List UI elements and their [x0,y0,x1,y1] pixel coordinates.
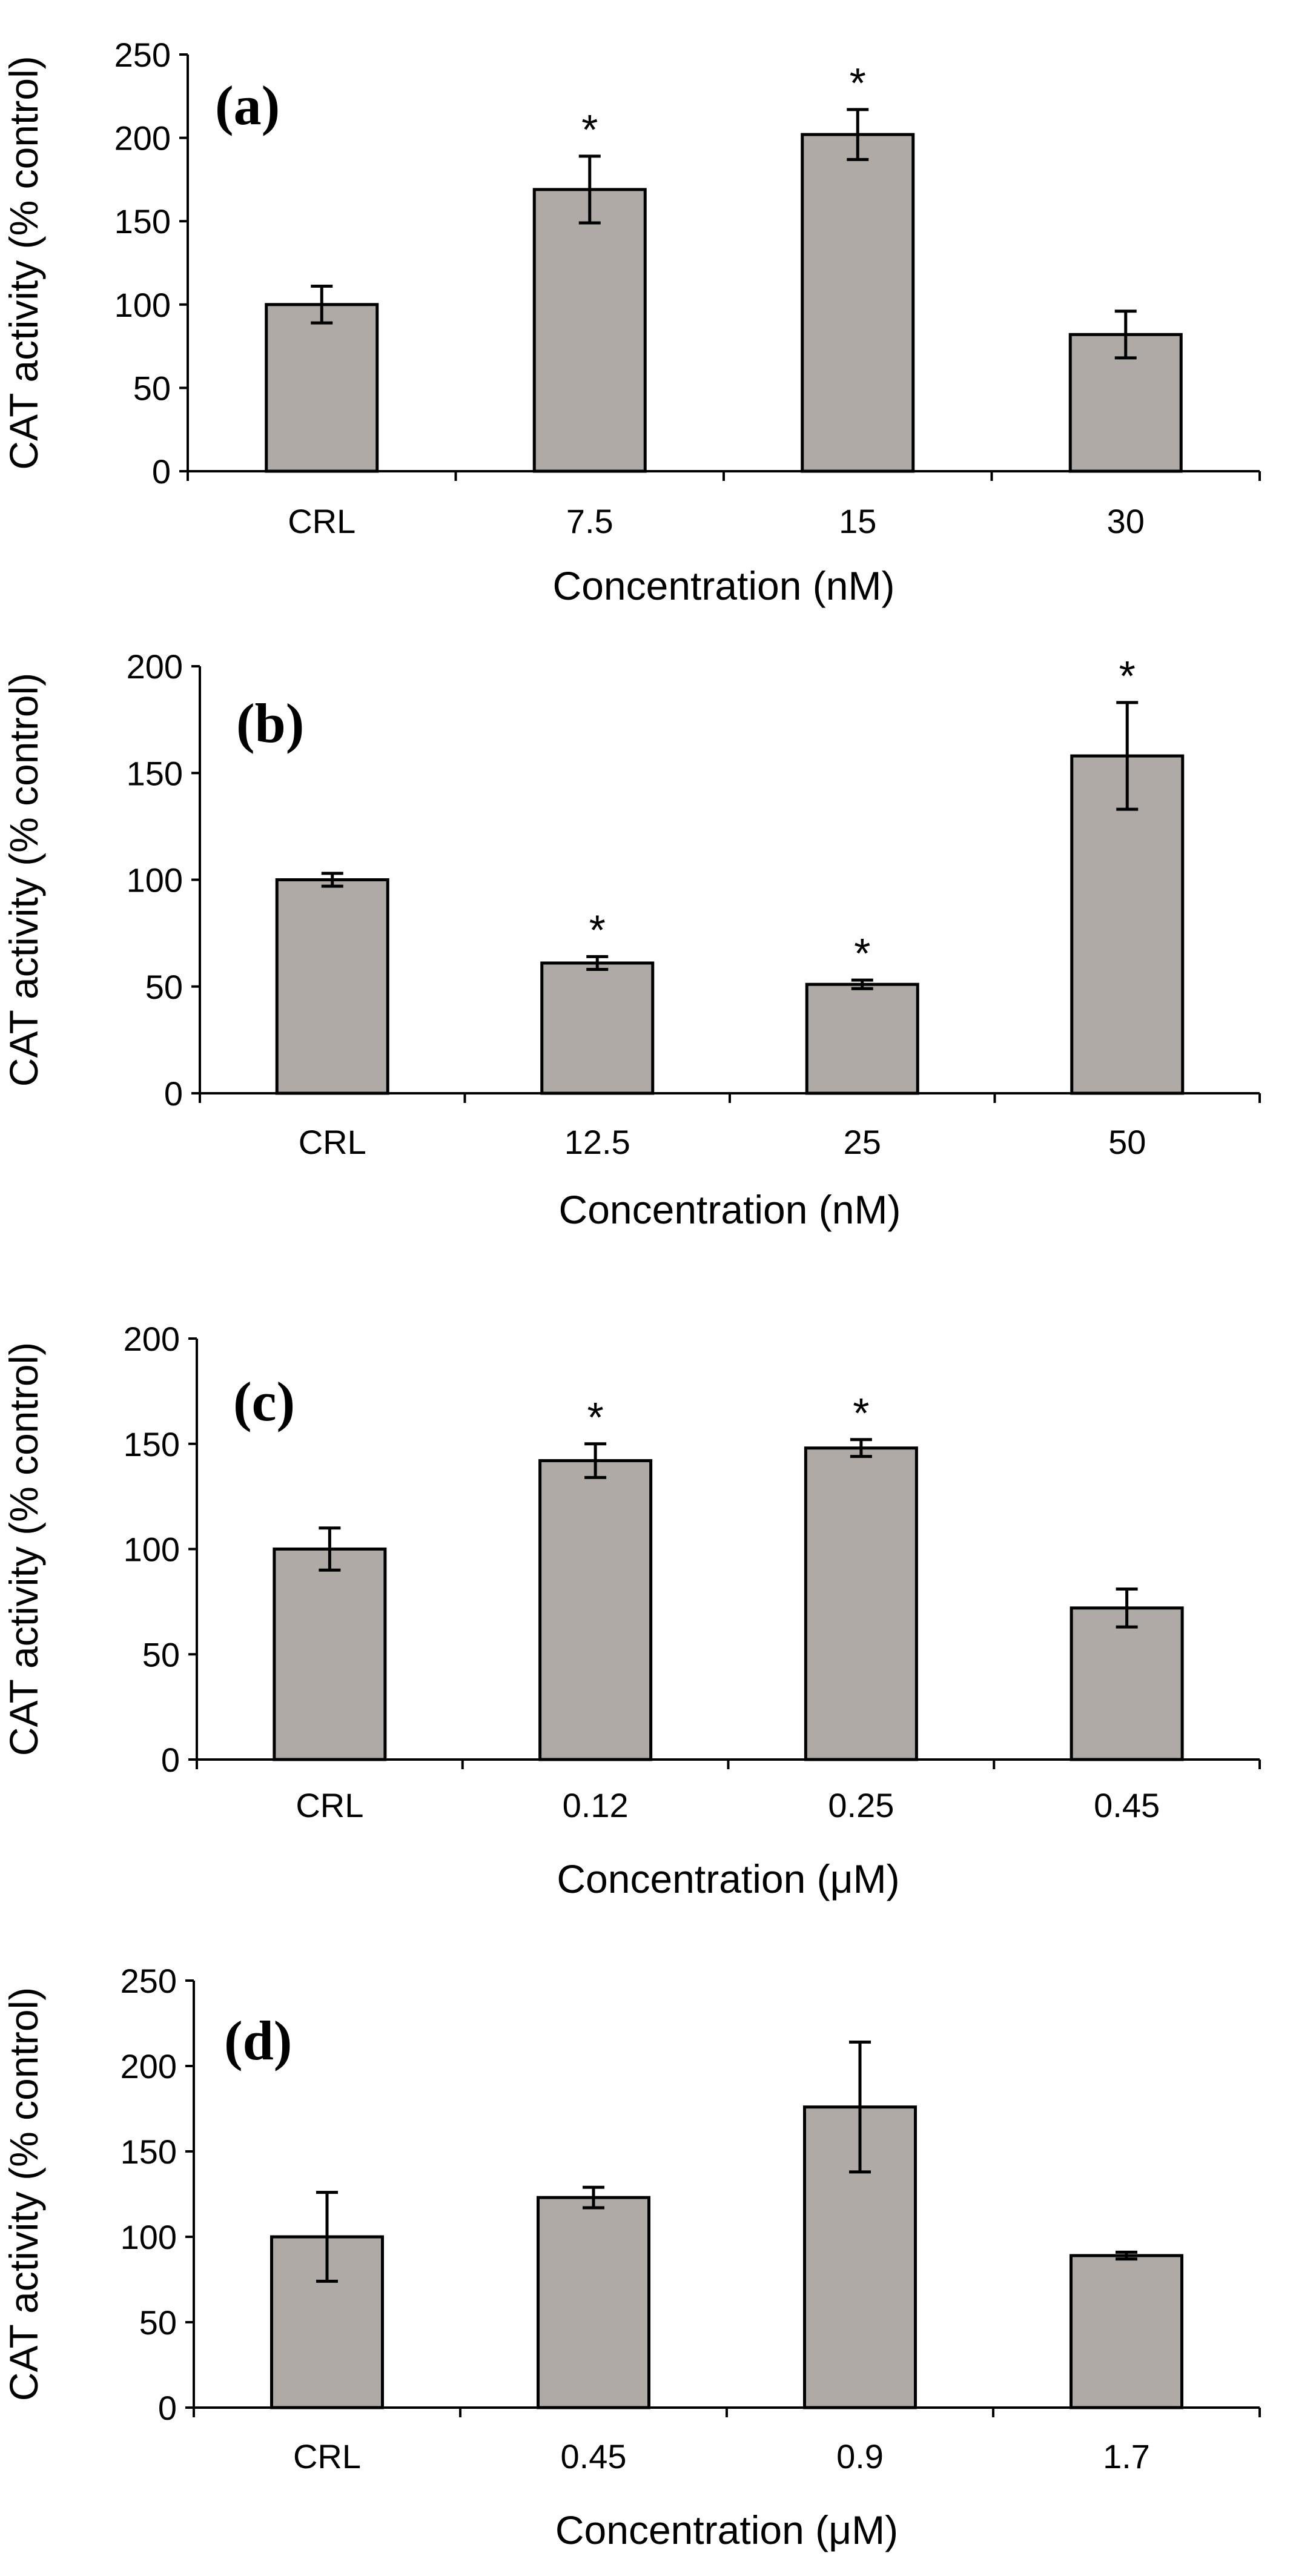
significance-marker: * [854,930,870,977]
y-tick-label: 150 [124,1425,180,1463]
bar-1.7 [1070,2254,1183,2409]
x-axis-title: Concentration (μM) [555,2508,898,2552]
x-tick-label: CRL [296,1786,363,1824]
error-bar [851,978,873,990]
error-bar [586,955,609,972]
y-tick-label: 50 [145,968,183,1006]
bar-CRL [273,1548,387,1761]
y-axis-title: CAT activity (% control) [1,1987,46,2401]
x-tick-label: 12.5 [564,1123,630,1161]
error-bar [316,2191,338,2283]
significance-marker: * [850,59,866,107]
x-tick-label: 0.45 [561,2437,627,2475]
panel-label: (b) [236,692,304,754]
x-axis-title: Concentration (nM) [553,563,895,608]
y-axis-title: CAT activity (% control) [1,56,46,469]
x-tick-label: 0.12 [563,1786,629,1824]
panel-label: (d) [224,2010,292,2071]
significance-marker: * [853,1389,869,1437]
x-tick-label: 7.5 [566,502,613,540]
y-axis-title: CAT activity (% control) [1,673,46,1087]
error-bar [311,285,333,325]
error-bar [319,1526,341,1572]
y-tick-label: 50 [139,2303,177,2342]
error-bar [1114,310,1137,360]
x-tick-label: 25 [844,1123,881,1161]
y-tick-label: 200 [121,2047,177,2085]
y-tick-label: 200 [114,119,171,157]
x-tick-label: 1.7 [1103,2437,1150,2475]
bar-0.45 [1070,1606,1184,1761]
chart-panel-a: 0 50 100 150 200 250 CRL * 7.5 * 15 30 Concentration… [1,36,1261,608]
y-tick-label: 150 [121,2133,177,2171]
x-tick-label: 0.45 [1094,1786,1160,1824]
chart-panel-c: 0 50 100 150 200 CRL * 0.12 * 0.25 0.45 Concentrati… [1,1320,1261,1901]
y-tick-label: 0 [158,2389,177,2427]
y-axis-title: CAT activity (% control) [1,1342,46,1756]
bar-CRL [265,303,379,473]
error-bar [850,1438,872,1459]
bar-15 [801,133,915,473]
significance-marker: * [1119,652,1136,700]
x-axis-title: Concentration (μM) [557,1856,899,1901]
x-tick-label: 30 [1107,502,1145,540]
x-tick-label: CRL [288,502,355,540]
bar-CRL [275,878,389,1095]
bar-25 [805,982,919,1095]
error-bar [1116,1588,1138,1629]
error-bar [583,2185,604,2210]
x-tick-label: CRL [299,1123,366,1161]
chart-panel-b: 0 50 100 150 200 CRL * 12.5 * 25 * 50 Concentration … [1,647,1261,1232]
y-tick-label: 0 [152,452,171,491]
panel-label: (c) [233,1371,295,1432]
bar-0.25 [804,1446,918,1761]
error-bar [321,872,343,888]
y-tick-label: 100 [127,861,183,899]
bar-12.5 [540,961,655,1095]
y-tick-label: 150 [127,754,183,792]
x-tick-label: 15 [839,502,876,540]
x-tick-label: 0.9 [836,2437,884,2475]
y-tick-label: 50 [133,369,171,407]
y-tick-label: 250 [121,1962,177,2000]
x-tick-label: 50 [1108,1123,1146,1161]
y-tick-label: 200 [127,647,183,686]
panel-label: (a) [215,74,280,136]
y-tick-label: 100 [124,1531,180,1569]
error-bar [1116,2250,1137,2261]
error-bar [584,1442,607,1479]
y-tick-label: 50 [142,1635,180,1674]
x-tick-label: CRL [293,2437,361,2475]
y-tick-label: 200 [124,1320,180,1358]
y-tick-label: 0 [164,1074,183,1113]
error-bar [849,2041,871,2174]
y-tick-label: 150 [114,202,171,240]
bar-0.45 [537,2196,650,2409]
error-bar [578,154,601,225]
x-tick-label: 0.25 [828,1786,894,1824]
error-bar [1116,701,1139,811]
significance-marker: * [581,106,598,153]
bar-50 [1070,754,1185,1095]
error-bar [847,108,869,161]
bar-7.5 [532,188,647,473]
significance-marker: * [587,1394,604,1441]
y-tick-label: 250 [114,36,171,74]
x-axis-title: Concentration (nM) [559,1187,901,1232]
bar-0.12 [538,1459,653,1761]
y-tick-label: 0 [161,1741,180,1779]
y-tick-label: 100 [121,2218,177,2256]
chart-panel-d: 0 50 100 150 200 250 CRL 0.45 0.9 1.7 Concentratio… [1,1962,1261,2552]
significance-marker: * [589,906,606,953]
y-tick-label: 100 [114,286,171,324]
